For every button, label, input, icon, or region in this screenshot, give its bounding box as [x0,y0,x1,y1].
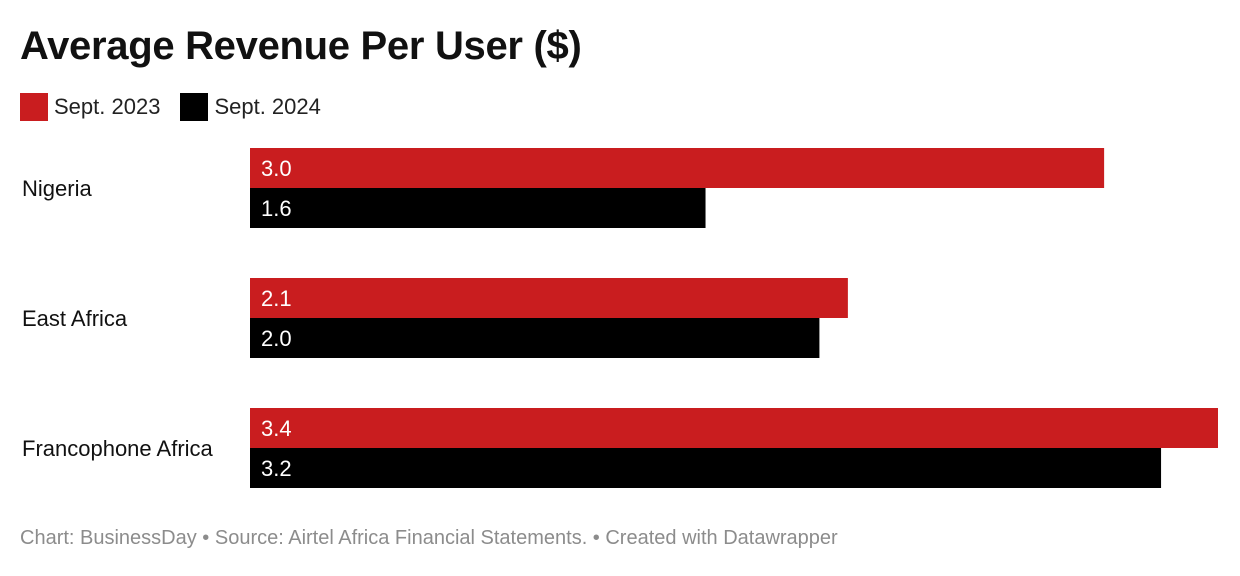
value-label-francophone-africa-series-1: 3.2 [261,456,292,481]
bar-francophone-africa-series-1 [250,448,1162,488]
category-label-nigeria: Nigeria [22,176,92,201]
legend-swatch-sept-2024 [180,93,209,121]
category-label-francophone-africa: Francophone Africa [22,436,214,461]
chart-footer: Chart: BusinessDay • Source: Airtel Afri… [20,527,838,549]
legend-item-sept-2023: Sept. 2023 [20,93,160,121]
bar-east-africa-series-0 [250,278,848,318]
legend: Sept. 2023 Sept. 2024 [20,92,341,122]
bar-nigeria-series-0 [250,148,1105,188]
bar-francophone-africa-series-0 [250,408,1218,448]
bar-nigeria-series-1 [250,188,706,228]
value-label-nigeria-series-0: 3.0 [261,156,292,181]
legend-item-sept-2024: Sept. 2024 [180,93,321,121]
legend-label-sept-2024: Sept. 2024 [214,94,321,119]
value-label-east-africa-series-0: 2.1 [261,286,292,311]
category-label-east-africa: East Africa [22,306,128,331]
legend-label-sept-2023: Sept. 2023 [54,94,161,119]
value-label-east-africa-series-1: 2.0 [261,326,292,351]
value-label-francophone-africa-series-0: 3.4 [261,416,292,441]
legend-swatch-sept-2023 [20,93,48,121]
value-label-nigeria-series-1: 1.6 [261,196,292,221]
chart-title: Average Revenue Per User ($) [20,24,582,68]
bar-east-africa-series-1 [250,318,820,358]
